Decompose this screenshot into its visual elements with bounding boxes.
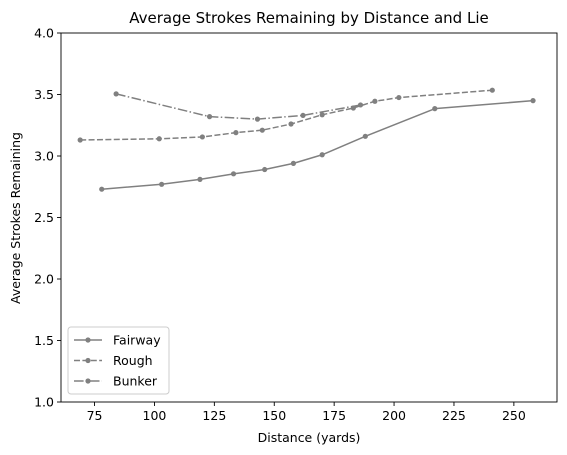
- y-axis-label: Average Strokes Remaining: [8, 132, 23, 304]
- data-point-rough: [396, 94, 402, 101]
- legend-marker-fairway: [85, 337, 91, 343]
- data-point-fairway: [362, 133, 368, 139]
- data-point-fairway: [432, 106, 438, 112]
- data-point-bunker: [113, 91, 119, 97]
- series-line-fairway: [101, 99, 534, 190]
- data-point-bunker: [254, 116, 261, 122]
- legend-marker-rough: [85, 357, 91, 364]
- data-point-fairway: [319, 152, 325, 158]
- x-tick-label: 250: [502, 408, 526, 423]
- series-layer: [77, 87, 536, 192]
- y-tick-label: 3.0: [34, 149, 54, 164]
- series-fairway: [99, 98, 536, 192]
- data-point-rough: [259, 127, 265, 133]
- series-bunker: [113, 91, 364, 122]
- x-tick-label: 125: [202, 408, 226, 423]
- data-point-bunker: [300, 112, 306, 119]
- y-axis: 1.0 1.5 2.0 2.5 3.0 3.5 4.0: [34, 26, 61, 410]
- legend-label-rough: Rough: [113, 353, 153, 368]
- legend-item-fairway: Fairway: [74, 333, 161, 348]
- data-point-rough: [489, 87, 495, 93]
- data-point-rough: [156, 136, 162, 142]
- data-point-fairway: [197, 176, 203, 182]
- x-tick-label: 200: [382, 408, 406, 423]
- y-tick-label: 2.5: [34, 210, 54, 225]
- legend-marker-bunker: [85, 378, 91, 384]
- x-tick-label: 75: [87, 408, 103, 423]
- y-tick-label: 2.0: [34, 272, 54, 287]
- x-axis-label: Distance (yards): [258, 430, 361, 445]
- y-tick-label: 4.0: [34, 26, 54, 41]
- legend-item-rough: Rough: [74, 353, 153, 368]
- data-point-fairway: [99, 186, 105, 192]
- data-point-rough: [233, 130, 239, 136]
- x-tick-label: 175: [322, 408, 346, 423]
- data-point-fairway: [159, 181, 165, 187]
- data-point-rough: [319, 112, 325, 118]
- y-tick-label: 1.0: [34, 395, 54, 410]
- data-point-rough: [372, 98, 378, 104]
- series-line-rough: [80, 89, 493, 141]
- data-point-bunker: [206, 114, 213, 120]
- data-point-fairway: [262, 166, 268, 173]
- series-rough: [77, 87, 495, 143]
- data-point-rough: [199, 134, 205, 140]
- x-tick-label: 225: [442, 408, 466, 423]
- data-point-rough: [77, 137, 83, 143]
- legend-box: [67, 326, 170, 395]
- x-tick-label: 100: [143, 408, 167, 423]
- x-tick-label: 150: [262, 408, 286, 423]
- chart-title: Average Strokes Remaining by Distance an…: [129, 9, 488, 27]
- data-point-fairway: [230, 171, 237, 177]
- y-tick-label: 3.5: [34, 87, 54, 102]
- data-point-rough: [288, 121, 294, 127]
- data-point-fairway: [290, 160, 297, 166]
- data-point-fairway: [530, 98, 536, 104]
- y-tick-label: 1.5: [34, 333, 54, 348]
- legend-label-fairway: Fairway: [113, 333, 161, 348]
- x-axis: 75 100 125 150 175 200 225 250: [87, 402, 526, 423]
- legend-item-bunker: Bunker: [74, 374, 158, 389]
- legend: Fairway Rough Bunker: [67, 326, 170, 395]
- legend-label-bunker: Bunker: [113, 374, 158, 389]
- data-point-bunker: [357, 102, 364, 108]
